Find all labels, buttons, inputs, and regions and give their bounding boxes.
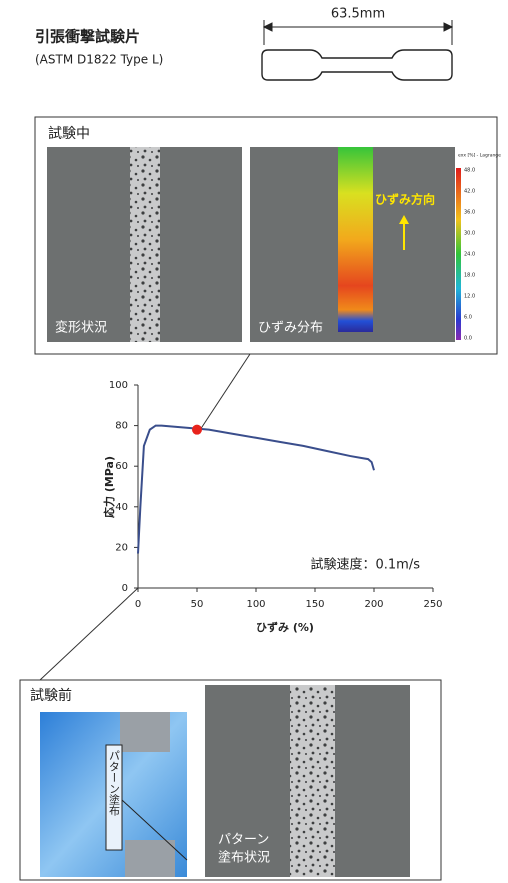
- panel-title: 試験中: [48, 126, 90, 142]
- x-axis-label: ひずみ (%): [256, 620, 314, 634]
- specimen-title: 引張衝撃試験片: [35, 28, 140, 46]
- colorbar-label: 12.0: [464, 294, 475, 300]
- y-axis-label: 応力 (MPa): [102, 456, 116, 518]
- connector: [200, 354, 250, 430]
- colorbar-label: 18.0: [464, 273, 475, 279]
- colorbar: [456, 168, 461, 340]
- x-tick-label: 250: [423, 599, 442, 610]
- annotation: 試験速度：0.1m/s: [311, 557, 421, 573]
- y-tick-label: 0: [122, 583, 128, 594]
- grip: [120, 712, 170, 752]
- x-tick-label: 100: [246, 599, 265, 610]
- specimen-strip: [130, 147, 160, 342]
- photo-label: パターン: [218, 833, 269, 848]
- photo-label: 変形状況: [55, 320, 107, 336]
- x-tick-label: 50: [191, 599, 204, 610]
- y-tick-label: 80: [115, 421, 128, 432]
- colorbar-label: 48.0: [464, 168, 475, 174]
- connector: [40, 588, 138, 680]
- photo-label: ひずみ分布: [258, 321, 323, 336]
- figure: 引張衝撃試験片 (ASTM D1822 Type L) 63.5mm 試験中 変…: [0, 0, 508, 883]
- colorbar-label: 30.0: [464, 231, 475, 237]
- y-tick-label: 100: [109, 380, 128, 391]
- y-tick-label: 20: [115, 542, 128, 553]
- colorbar-bg: [456, 147, 494, 342]
- colorbar-label: 36.0: [464, 210, 475, 216]
- x-tick-label: 150: [305, 599, 324, 610]
- colorbar-label: 0.0: [464, 336, 472, 342]
- colorbar-label: 6.0: [464, 315, 472, 321]
- specimen-length: 63.5mm: [331, 7, 385, 22]
- dimension-line: [262, 20, 452, 80]
- panel-title: 試験前: [30, 687, 72, 704]
- x-tick-label: 200: [364, 599, 383, 610]
- y-tick-label: 40: [115, 502, 128, 513]
- curve: [138, 426, 374, 554]
- grip: [125, 840, 175, 877]
- y-tick-label: 60: [115, 461, 128, 472]
- direction-label: ひずみ方向: [375, 192, 435, 207]
- x-tick-label: 0: [135, 599, 141, 610]
- colorbar-label: 42.0: [464, 189, 475, 195]
- specimen-standard: (ASTM D1822 Type L): [35, 53, 163, 67]
- specimen-strip: [290, 685, 335, 877]
- strain-strip: [338, 147, 373, 332]
- pattern-label: パターン塗布: [108, 750, 121, 817]
- colorbar-title: exx [%] - Lagrange: [458, 153, 501, 159]
- highlight-point: [192, 425, 202, 435]
- colorbar-label: 24.0: [464, 252, 475, 258]
- photo-label: 塗布状況: [218, 850, 270, 866]
